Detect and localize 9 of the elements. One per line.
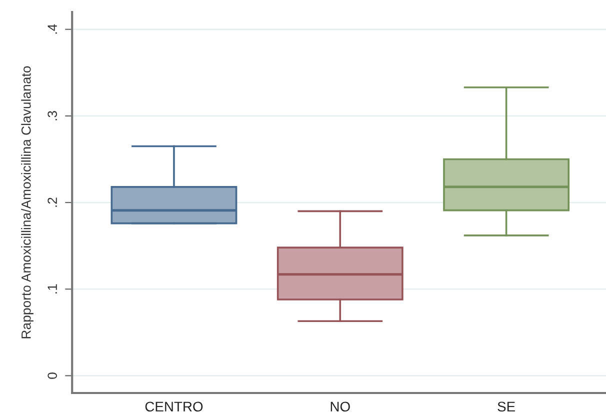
y-tick-label: 0	[48, 372, 58, 379]
x-tick-label: SE	[498, 402, 515, 412]
y-tick-label: .4	[48, 24, 57, 34]
x-tick-label: NO	[330, 402, 350, 412]
x-tick-label: CENTRO	[145, 402, 203, 412]
y-tick-label: .3	[48, 111, 58, 120]
y-tick-label: .2	[48, 198, 57, 207]
y-axis-title: Rapporto Amoxicillina/Amoxicillina Clavulanato	[21, 66, 34, 338]
y-tick-label: .1	[48, 284, 57, 294]
